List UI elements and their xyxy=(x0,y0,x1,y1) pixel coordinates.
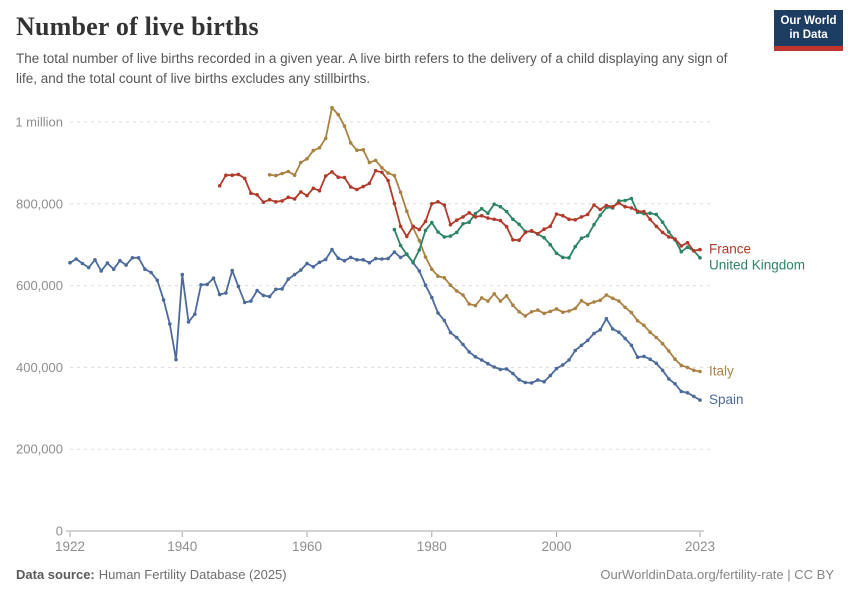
x-tick-label: 2023 xyxy=(685,539,715,554)
series-line[interactable] xyxy=(69,248,701,402)
series-spain[interactable] xyxy=(68,247,702,402)
x-tick-label: 1980 xyxy=(417,539,447,554)
y-tick-label: 1 million xyxy=(15,115,63,130)
series-line[interactable] xyxy=(268,106,701,373)
page-title: Number of live births xyxy=(16,12,259,41)
logo-line1: Our World xyxy=(780,14,837,27)
x-axis: 1922 1940 1960 1980 2000 2023 xyxy=(55,532,715,554)
series-line[interactable] xyxy=(393,197,701,264)
series-france[interactable] xyxy=(217,168,702,253)
chart-header: Number of live births Our World in Data … xyxy=(0,0,850,88)
chart-subtitle: The total number of live births recorded… xyxy=(16,51,728,86)
footer-separator: | xyxy=(783,567,795,582)
x-tick-label: 2000 xyxy=(542,539,572,554)
gridlines: 0 200,000 400,000 600,000 800,000 1 million xyxy=(15,115,712,539)
logo-line2: in Data xyxy=(789,29,828,41)
chart-footer: Data source: Human Fertility Database (20… xyxy=(16,567,834,582)
x-tick-label: 1940 xyxy=(167,539,197,554)
y-tick-label: 200,000 xyxy=(16,442,63,457)
license-link[interactable]: CC BY xyxy=(794,567,834,582)
y-tick-label: 800,000 xyxy=(16,196,63,211)
y-tick-label: 600,000 xyxy=(16,278,63,293)
series-italy[interactable] xyxy=(267,105,702,374)
series-label-italy[interactable]: Italy xyxy=(709,363,734,378)
data-source-label: Data source: xyxy=(16,567,95,582)
series-label-spain[interactable]: Spain xyxy=(709,392,744,407)
data-source-link[interactable]: Human Fertility Database (2025) xyxy=(98,567,287,582)
series-line[interactable] xyxy=(218,169,701,252)
y-tick-label: 0 xyxy=(56,524,63,539)
data-source: Data source: Human Fertility Database (20… xyxy=(16,567,287,582)
series-united-kingdom[interactable] xyxy=(392,196,702,265)
series-label-united-kingdom[interactable]: United Kingdom xyxy=(709,258,805,273)
x-tick-label: 1922 xyxy=(55,539,85,554)
series-label-france[interactable]: France xyxy=(709,242,751,257)
data-series xyxy=(68,105,702,402)
y-tick-label: 400,000 xyxy=(16,360,63,375)
x-tick-label: 1960 xyxy=(292,539,322,554)
owid-logo[interactable]: Our World in Data xyxy=(774,10,843,51)
footer-links: OurWorldinData.org/fertility-rate | CC B… xyxy=(600,567,834,582)
chart-url-link[interactable]: OurWorldinData.org/fertility-rate xyxy=(600,567,784,582)
